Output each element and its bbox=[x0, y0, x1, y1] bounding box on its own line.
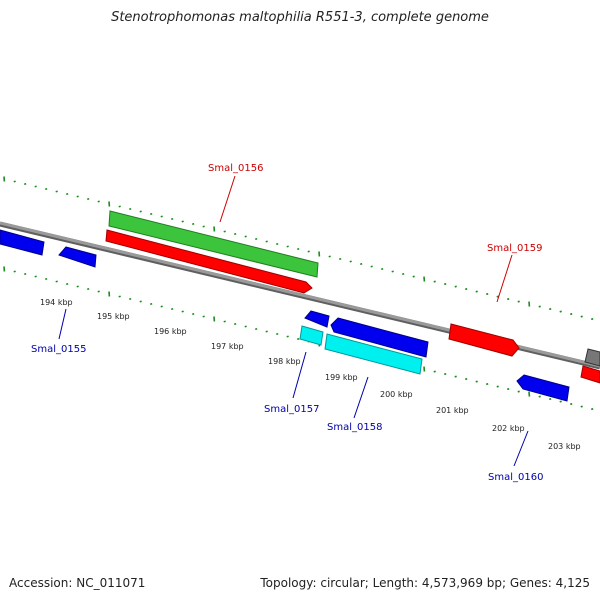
kbp-label: 195 kbp bbox=[97, 312, 130, 321]
gene-smal-0158-cyan[interactable] bbox=[324, 333, 423, 375]
genome-summary: Topology: circular; Length: 4,573,969 bp… bbox=[260, 576, 590, 590]
gene-right-red[interactable] bbox=[580, 365, 600, 384]
label-leaders bbox=[58, 175, 529, 467]
gene-smal-0156-gene[interactable] bbox=[108, 210, 319, 278]
gene-label-smal-0157[interactable]: Smal_0157 bbox=[264, 404, 319, 415]
kbp-label: 202 kbp bbox=[492, 424, 525, 433]
kbp-label: 194 kbp bbox=[40, 298, 73, 307]
accession-label: Accession: NC_011071 bbox=[9, 576, 146, 590]
gene-smal-0160[interactable] bbox=[516, 374, 570, 402]
gene-smal-0157-blue[interactable] bbox=[304, 310, 330, 328]
kbp-label: 198 kbp bbox=[268, 357, 301, 366]
genome-title: Stenotrophomonas maltophilia R551-3, com… bbox=[111, 10, 489, 25]
kbp-label: 196 kbp bbox=[154, 327, 187, 336]
gene-labels: Smal_0156 Smal_0159 Smal_0155 Smal_0157 … bbox=[31, 163, 543, 483]
kbp-labels: 194 kbp 195 kbp 196 kbp 197 kbp 198 kbp … bbox=[40, 298, 581, 451]
gene-right-gray[interactable] bbox=[584, 348, 600, 367]
gene-label-smal-0156[interactable]: Smal_0156 bbox=[208, 163, 263, 174]
kbp-label: 200 kbp bbox=[380, 390, 413, 399]
kbp-label: 201 kbp bbox=[436, 406, 469, 415]
gene-smal-0157-cyan[interactable] bbox=[299, 325, 324, 346]
gene-smal-0155-a[interactable] bbox=[0, 229, 45, 256]
kbp-label: 197 kbp bbox=[211, 342, 244, 351]
gene-smal-0156-cds[interactable] bbox=[105, 229, 313, 294]
upper-tick-track bbox=[3, 176, 594, 321]
kbp-label: 199 kbp bbox=[325, 373, 358, 382]
gene-smal-0159[interactable] bbox=[448, 323, 520, 357]
gene-features bbox=[0, 210, 600, 402]
gene-label-smal-0155[interactable]: Smal_0155 bbox=[31, 344, 86, 355]
gene-smal-0158-blue[interactable] bbox=[330, 317, 429, 358]
gene-label-smal-0158[interactable]: Smal_0158 bbox=[327, 422, 382, 433]
gene-label-smal-0160[interactable]: Smal_0160 bbox=[488, 472, 543, 483]
kbp-label: 203 kbp bbox=[548, 442, 581, 451]
gene-smal-0155-b[interactable] bbox=[58, 246, 97, 268]
gene-label-smal-0159[interactable]: Smal_0159 bbox=[487, 243, 542, 254]
